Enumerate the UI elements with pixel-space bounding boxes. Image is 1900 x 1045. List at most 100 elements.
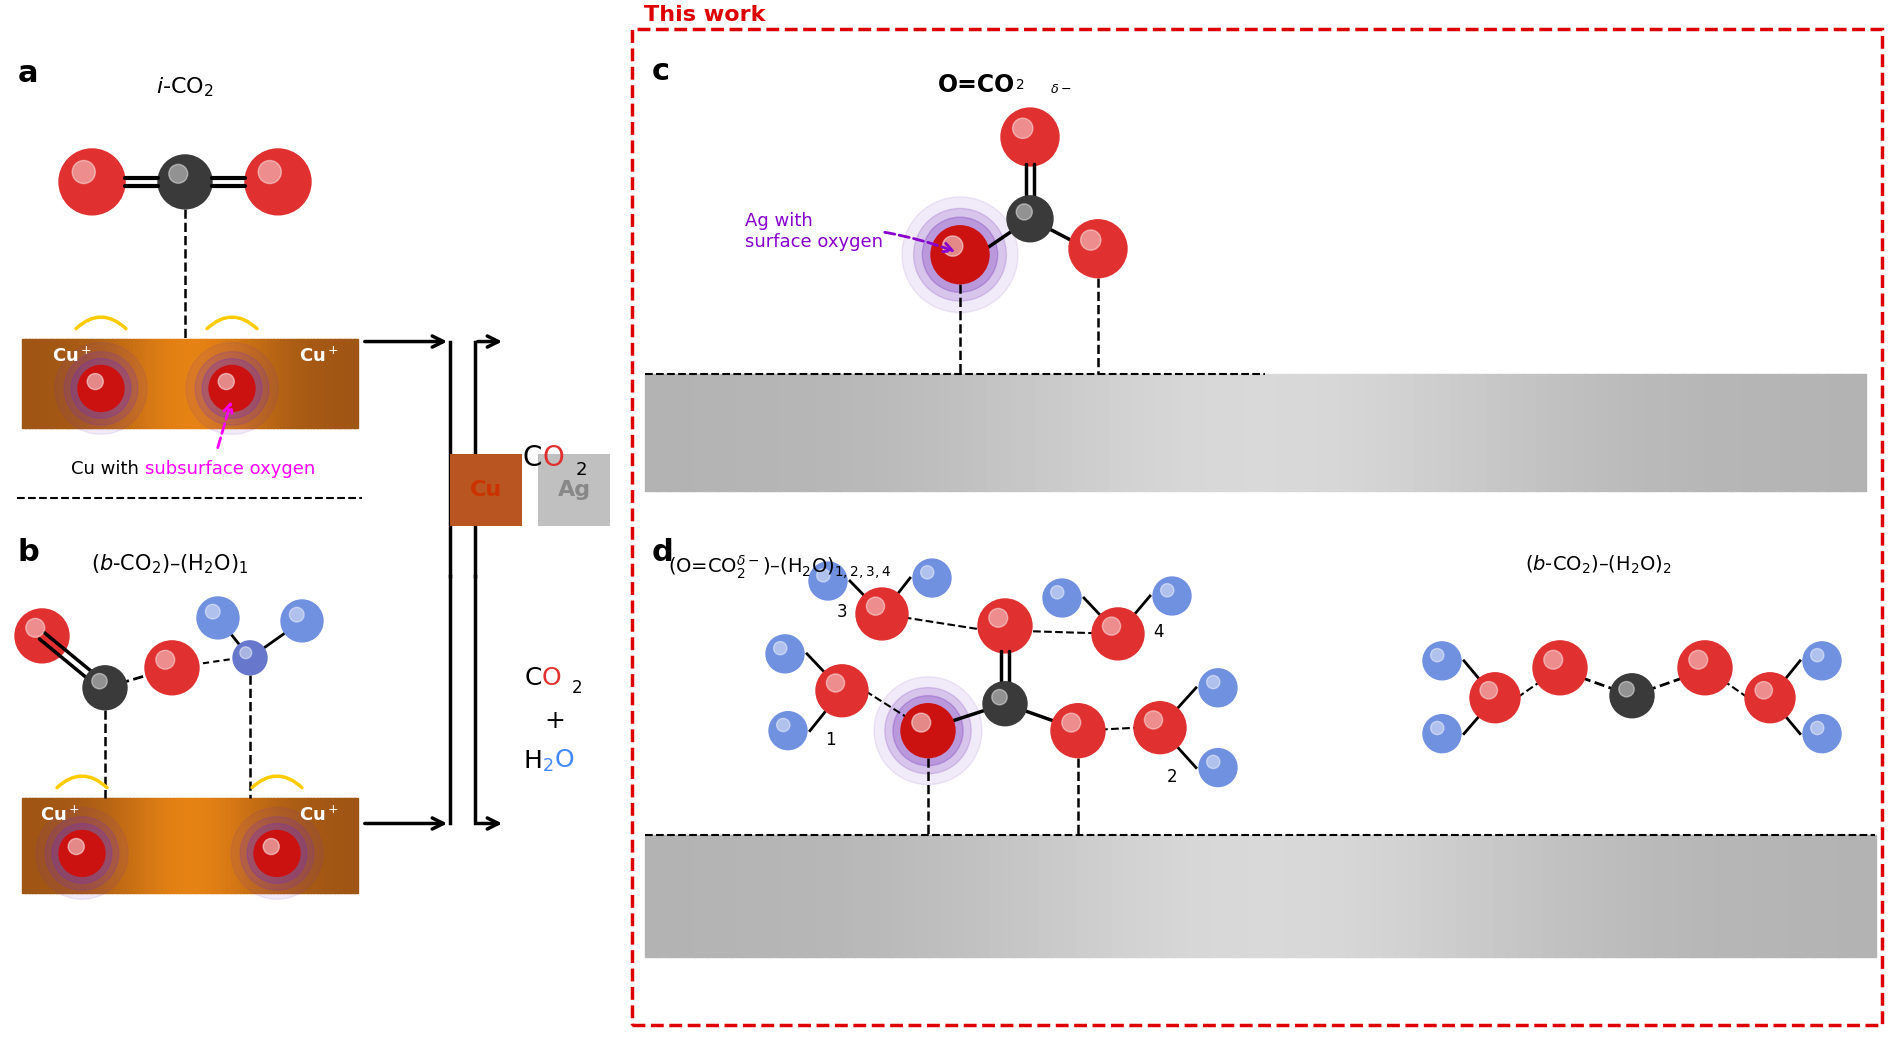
Bar [1438, 374, 1452, 491]
Bar [1298, 835, 1311, 957]
Bar [1767, 374, 1780, 491]
Bar [300, 339, 304, 428]
Text: $_2$: $_2$ [1015, 73, 1024, 92]
Bar [68, 339, 74, 428]
Text: 1: 1 [825, 730, 836, 748]
Circle shape [773, 642, 787, 655]
Bar [129, 797, 133, 893]
Bar [190, 339, 194, 428]
Bar [196, 797, 201, 893]
Bar [1841, 374, 1854, 491]
Bar [1402, 374, 1416, 491]
Bar [840, 374, 853, 491]
Bar [1395, 835, 1408, 957]
Bar [1727, 835, 1740, 957]
Circle shape [36, 808, 127, 900]
Bar [323, 797, 329, 893]
Bar [226, 339, 230, 428]
Bar [194, 339, 198, 428]
Bar [196, 339, 201, 428]
Bar [1425, 374, 1438, 491]
Circle shape [1199, 748, 1237, 787]
Bar [353, 339, 357, 428]
Bar [156, 797, 160, 893]
Bar [334, 797, 338, 893]
Bar [274, 339, 277, 428]
Text: $_2$O: $_2$O [542, 747, 574, 773]
Bar [213, 339, 217, 428]
Bar [279, 339, 285, 428]
Bar [156, 339, 160, 428]
Bar [1243, 374, 1256, 491]
Bar [139, 797, 144, 893]
Bar [209, 339, 215, 428]
Text: Cu$^+$: Cu$^+$ [51, 347, 91, 366]
Bar [1051, 835, 1064, 957]
Bar [163, 797, 167, 893]
Bar [644, 374, 657, 491]
Bar [310, 797, 314, 893]
Bar [203, 797, 207, 893]
Bar [266, 797, 272, 893]
Bar [152, 797, 158, 893]
Bar [277, 797, 281, 893]
Circle shape [51, 823, 112, 883]
Bar [1792, 374, 1805, 491]
Bar [236, 797, 241, 893]
Bar [682, 835, 695, 957]
Bar [961, 374, 975, 491]
Circle shape [912, 713, 931, 733]
Bar [927, 835, 940, 957]
Bar [1193, 374, 1206, 491]
Bar [173, 339, 177, 428]
Bar [1157, 374, 1170, 491]
Bar [142, 339, 146, 428]
Bar [200, 797, 203, 893]
Bar [125, 339, 131, 428]
Bar [986, 374, 999, 491]
Bar [732, 835, 745, 957]
Circle shape [65, 352, 139, 425]
Bar [853, 374, 866, 491]
Bar [63, 797, 66, 893]
Bar [68, 797, 74, 893]
Bar [222, 797, 228, 893]
Circle shape [1609, 674, 1655, 718]
Bar [1790, 835, 1803, 957]
Bar [1231, 374, 1244, 491]
Circle shape [27, 619, 46, 637]
Bar [1408, 835, 1421, 957]
Bar [1803, 374, 1816, 491]
Bar [103, 797, 106, 893]
Bar [42, 339, 46, 428]
Bar [1645, 374, 1659, 491]
Bar [1731, 374, 1744, 491]
Bar [1756, 374, 1769, 491]
Bar [1433, 835, 1446, 957]
Bar [1256, 374, 1267, 491]
Bar [1132, 374, 1146, 491]
Bar [226, 797, 230, 893]
Bar [1039, 835, 1053, 957]
Circle shape [978, 599, 1032, 653]
Bar [878, 835, 891, 957]
Bar [89, 797, 93, 893]
Circle shape [866, 597, 885, 616]
Text: b: b [17, 538, 40, 567]
Circle shape [1153, 577, 1191, 614]
Bar [1060, 374, 1073, 491]
Bar [152, 339, 158, 428]
Bar [46, 339, 49, 428]
Bar [93, 797, 97, 893]
Bar [260, 339, 264, 428]
Bar [1592, 835, 1606, 957]
Bar [925, 374, 939, 491]
Bar [209, 797, 215, 893]
Bar [792, 374, 804, 491]
Bar [1524, 374, 1537, 491]
Circle shape [1102, 617, 1121, 635]
Bar [190, 797, 194, 893]
Circle shape [59, 831, 104, 877]
Bar [243, 797, 247, 893]
Circle shape [1001, 108, 1058, 166]
